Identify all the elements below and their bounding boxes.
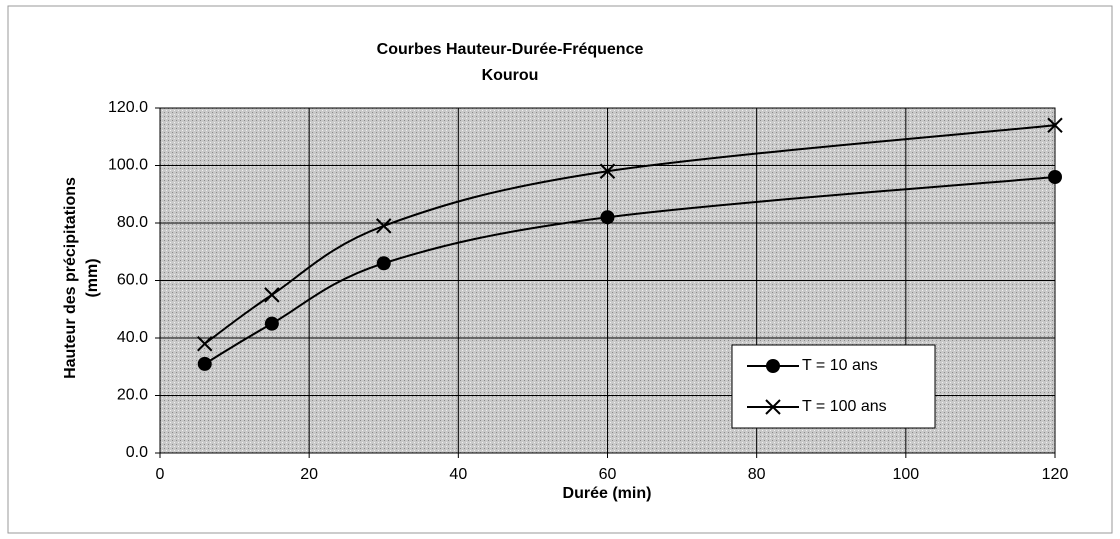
legend-marker (766, 359, 780, 373)
legend-label: T = 10 ans (802, 357, 878, 374)
y-tick-label: 40.0 (117, 329, 148, 346)
data-point (599, 163, 616, 179)
legend-box (731, 344, 936, 429)
data-point (600, 210, 615, 225)
y-tick-label: 0.0 (126, 444, 148, 461)
data-point (264, 316, 279, 331)
y-axis-label: (mm) (84, 258, 101, 297)
x-tick-label: 0 (156, 466, 165, 483)
data-point (1048, 170, 1062, 184)
x-tick-label: 40 (449, 466, 467, 483)
x-tick-label: 20 (300, 466, 318, 483)
x-tick-label: 80 (748, 466, 766, 483)
legend-label: T = 100 ans (802, 398, 887, 415)
x-tick-label: 60 (599, 466, 617, 483)
chart-title: Courbes Hauteur-Durée-Fréquence (377, 41, 644, 58)
y-tick-label: 60.0 (117, 272, 148, 289)
data-point (264, 287, 280, 303)
y-tick-label: 100.0 (108, 157, 148, 174)
data-point (376, 218, 392, 234)
data-point (197, 336, 213, 352)
y-tick-label: 120.0 (108, 99, 148, 116)
data-point (197, 356, 212, 371)
y-tick-label: 80.0 (117, 214, 148, 231)
x-tick-label: 100 (892, 466, 919, 483)
y-axis-label: Hauteur des précipitations (62, 177, 79, 379)
data-point (376, 256, 391, 271)
legend-marker (765, 399, 781, 415)
y-tick-label: 20.0 (117, 387, 148, 404)
data-point (1047, 117, 1063, 133)
x-axis-label: Durée (min) (563, 485, 652, 502)
plot-border (159, 107, 1056, 454)
chart-subtitle: Kourou (482, 67, 539, 84)
x-tick-label: 120 (1042, 466, 1069, 483)
